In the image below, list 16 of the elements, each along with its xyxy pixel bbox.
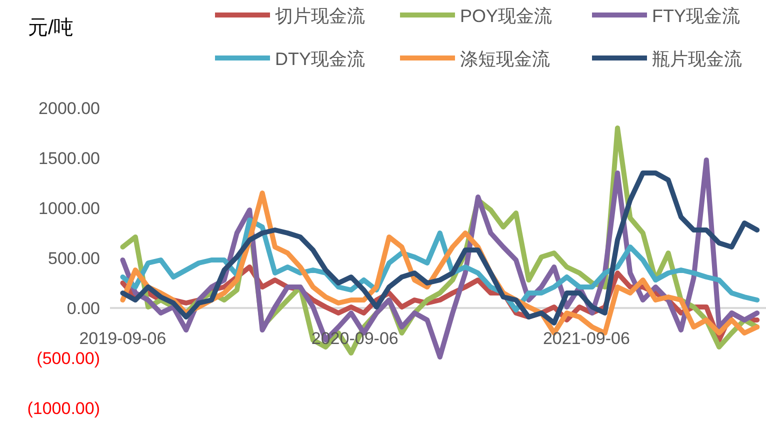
legend-label: FTY现金流: [652, 6, 740, 26]
y-tick-label: 0.00: [66, 299, 100, 318]
x-tick-label: 2019-09-06: [79, 329, 166, 348]
y-tick-label: 1500.00: [38, 149, 100, 168]
y-tick-label: (1000.00): [27, 399, 100, 418]
y-tick-label: 1000.00: [38, 199, 100, 218]
y-tick-label: 500.00: [48, 249, 100, 268]
legend-label: DTY现金流: [275, 49, 365, 69]
y-tick-label: 2000.00: [38, 99, 100, 118]
y-axis-title: 元/吨: [28, 17, 74, 39]
legend-label: 涤短现金流: [460, 49, 550, 69]
legend-label: 切片现金流: [275, 6, 365, 26]
y-tick-label: (500.00): [36, 349, 100, 368]
legend-label: POY现金流: [460, 6, 552, 26]
x-tick-label: 2021-09-06: [542, 329, 630, 348]
legend-label: 瓶片现金流: [652, 49, 742, 69]
